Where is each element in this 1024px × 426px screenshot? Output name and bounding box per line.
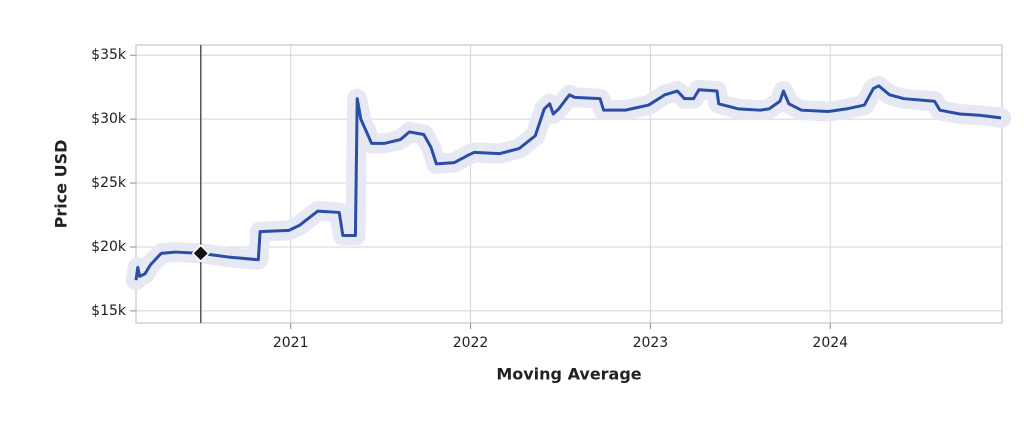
plot-frame <box>135 44 1003 324</box>
x-tick-label: 2022 <box>453 335 489 351</box>
hover-marker <box>191 244 210 263</box>
x-tick-label: 2024 <box>812 335 848 351</box>
line <box>134 84 1002 281</box>
x-axis-title: Moving Average <box>496 365 641 384</box>
y-tick-label: $20k <box>91 239 127 255</box>
y-tick-label: $25k <box>91 175 127 191</box>
x-tick-label: 2021 <box>273 335 309 351</box>
y-tick-label: $35k <box>91 47 127 63</box>
y-tick-label: $15k <box>91 303 127 319</box>
y-axis-title: Price USD <box>52 140 71 229</box>
x-tick-label: 2023 <box>633 335 669 351</box>
y-tick-label: $30k <box>91 111 127 127</box>
